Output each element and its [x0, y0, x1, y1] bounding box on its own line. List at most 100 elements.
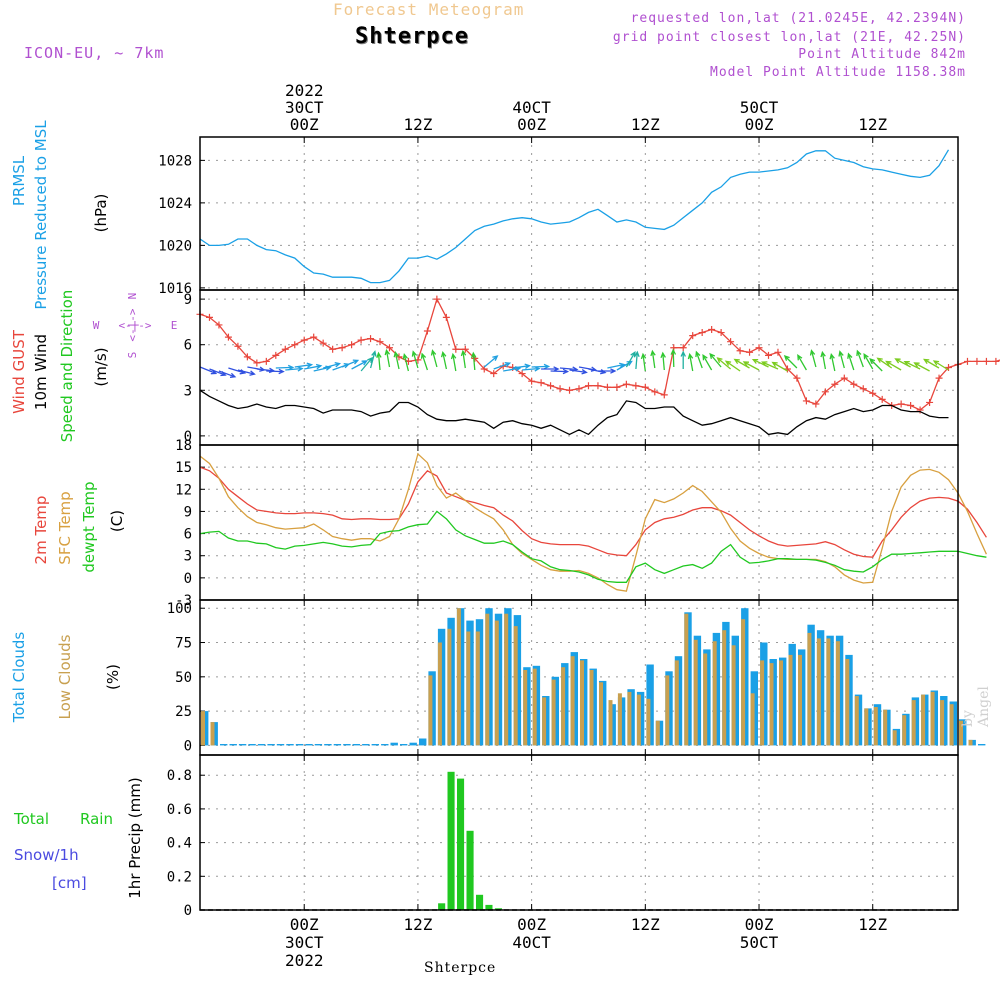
wind-arrow — [829, 352, 836, 372]
low-cloud-bar — [940, 700, 945, 746]
grid-point-coords: grid point closest lon,lat (21E, 42.25N) — [612, 30, 966, 45]
panel-pressure: 1016 1020 1024 1028 — [158, 136, 959, 297]
wind-arrow — [670, 348, 677, 368]
low-cloud-bar — [892, 730, 897, 746]
gust-point — [205, 313, 213, 321]
low-cloud-bar — [504, 613, 509, 746]
low-cloud-bar — [580, 660, 584, 746]
gust-point — [869, 389, 877, 397]
wind-arrow — [687, 352, 694, 372]
low-cloud-bar — [210, 722, 215, 746]
wind-arrow — [894, 358, 911, 368]
total-cloud-bar — [400, 744, 408, 746]
compass-we-arrow: <-|-> — [118, 319, 151, 332]
gust-point — [812, 400, 820, 408]
time-label-top: 00Z — [745, 115, 774, 134]
wind-arrow — [294, 362, 314, 368]
series-dewpt-temp — [199, 510, 987, 583]
ylabel-low-clouds: Low Clouds — [56, 634, 74, 719]
low-cloud-bar — [959, 720, 963, 746]
gust-point — [689, 332, 697, 340]
y-tick-label: 3 — [184, 549, 192, 565]
wind-arrow — [771, 361, 788, 372]
time-label-bottom: 12Z — [631, 915, 660, 934]
wind-arrow — [369, 350, 377, 369]
rain-bar — [457, 778, 465, 910]
low-cloud-bar — [636, 694, 641, 746]
gust-point — [622, 380, 630, 388]
low-cloud-bar — [750, 693, 755, 746]
rain-bar — [476, 894, 484, 910]
gust-point — [452, 345, 460, 353]
low-cloud-bar — [854, 696, 859, 746]
low-cloud-bar — [608, 700, 613, 746]
ylabel-gust: Wind GUST — [10, 329, 28, 414]
total-cloud-bar — [381, 744, 389, 746]
gust-point — [234, 342, 242, 350]
wind-arrow — [256, 367, 276, 374]
low-cloud-bar — [627, 691, 632, 746]
gust-point — [547, 382, 555, 390]
wind-arrow — [932, 360, 949, 371]
y-tick-label: 9 — [184, 292, 192, 308]
time-label-bottom: 00Z — [745, 915, 774, 934]
low-cloud-bar — [845, 659, 850, 746]
y-tick-label: 0.6 — [167, 802, 192, 818]
low-cloud-bar — [693, 639, 698, 746]
rain-bar — [447, 771, 455, 910]
wind-arrow — [341, 359, 360, 368]
ylabel-prmsl: PRMSL — [10, 155, 28, 206]
wind-arrow — [470, 351, 477, 371]
low-cloud-bar — [561, 667, 566, 746]
time-label-bottom: 30CT — [285, 933, 324, 952]
time-label-bottom: 12Z — [403, 915, 432, 934]
series-wind-gust — [199, 297, 1000, 411]
compass-s: S — [126, 352, 139, 359]
gust-point — [518, 370, 526, 378]
point-altitude: Point Altitude 842m — [798, 47, 966, 62]
wind-arrow — [863, 353, 874, 370]
wind-arrow — [393, 350, 400, 370]
gust-point — [281, 345, 289, 353]
y-tick-label: 0 — [184, 571, 192, 587]
ylabel-total-clouds: Total Clouds — [10, 632, 28, 724]
wind-arrow — [420, 352, 429, 371]
gust-point — [963, 357, 971, 365]
wind-arrow — [634, 350, 640, 370]
y-tick-label: 0.4 — [167, 836, 192, 852]
total-cloud-bar — [295, 744, 304, 746]
compass-w: W — [93, 319, 100, 332]
y-tick-label: 100 — [167, 601, 192, 617]
time-label-bottom: 2022 — [285, 951, 324, 970]
gust-point — [329, 345, 337, 353]
wind-arrow — [351, 360, 368, 370]
station-name: Shterpce — [355, 24, 469, 49]
low-cloud-bar — [769, 663, 774, 746]
y-tick-label: 6 — [184, 338, 192, 354]
wind-arrow — [797, 353, 807, 371]
total-cloud-bar — [419, 738, 427, 746]
wind-arrow — [742, 361, 760, 371]
gust-point — [717, 329, 725, 337]
gust-point — [224, 333, 232, 341]
unit-pressure: (hPa) — [92, 194, 110, 233]
requested-coords: requested lon,lat (21.0245E, 42.2394N) — [630, 11, 966, 26]
low-cloud-bar — [674, 660, 679, 746]
compass-ns-arrow: <-|-> — [126, 308, 139, 341]
low-cloud-bar — [826, 638, 831, 746]
y-tick-label: 9 — [184, 504, 192, 520]
wind-arrow — [724, 360, 741, 372]
low-cloud-bar — [513, 626, 518, 746]
wind-arrow — [237, 369, 256, 376]
wind-arrow — [376, 351, 382, 371]
low-cloud-bar — [532, 668, 537, 746]
y-tick-label: 1020 — [158, 238, 192, 254]
low-cloud-bar — [494, 620, 499, 746]
time-label-bottom: 00Z — [290, 915, 319, 934]
low-cloud-bar — [741, 619, 746, 746]
time-label-top: 30CT — [285, 98, 324, 117]
wind-arrow — [483, 355, 499, 368]
gust-point — [793, 374, 801, 382]
ylabel-precip: 1hr Precip (mm) — [126, 777, 144, 898]
gust-point — [594, 382, 602, 390]
